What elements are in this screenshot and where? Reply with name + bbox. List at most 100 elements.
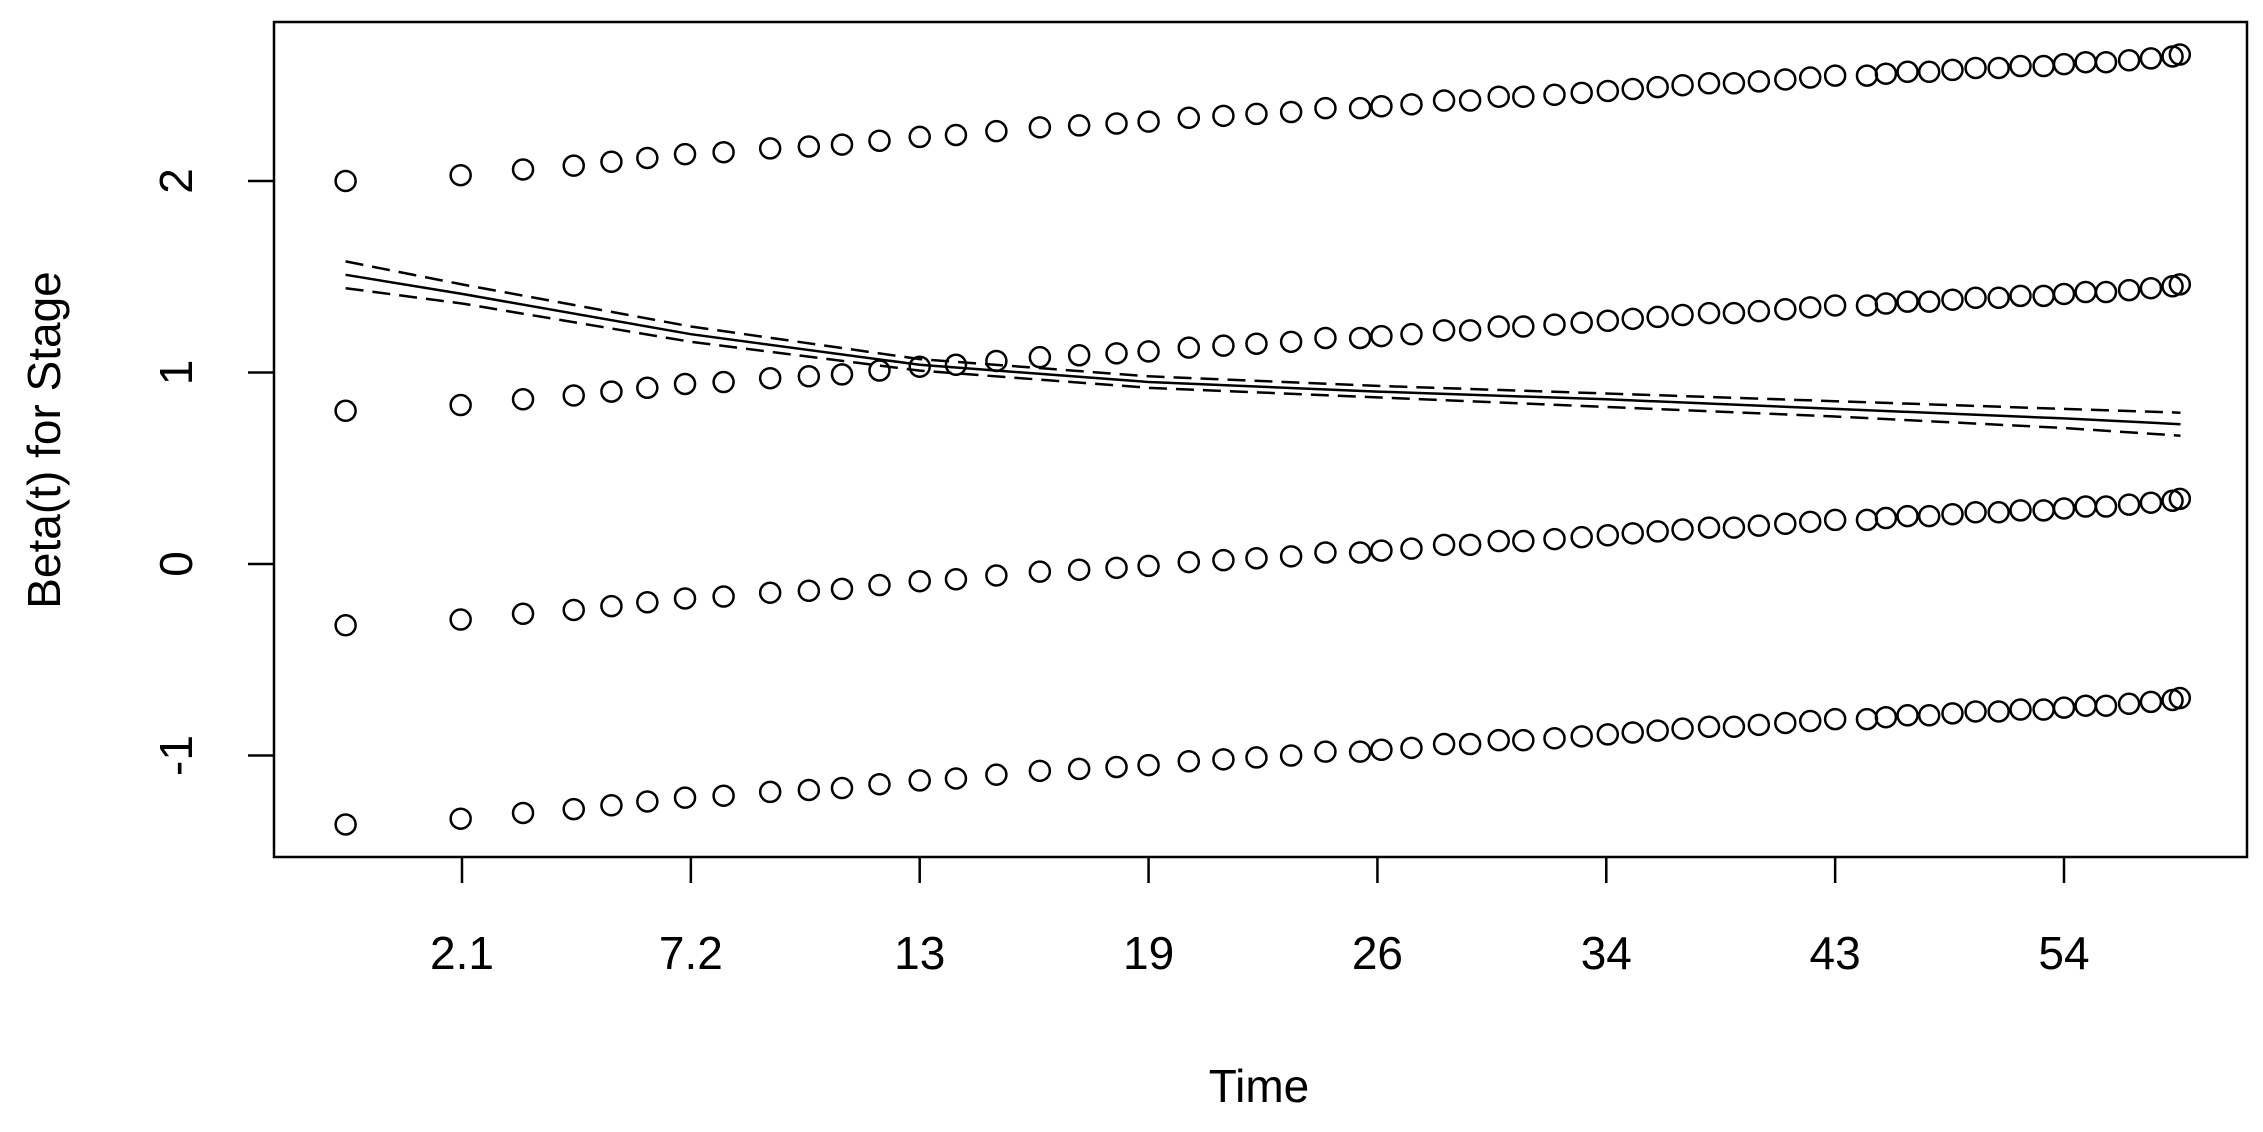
- point: [1279, 100, 1303, 124]
- point: [1028, 345, 1052, 369]
- point: [636, 790, 659, 813]
- point: [1855, 294, 1879, 317]
- point: [1105, 755, 1128, 779]
- point: [1896, 60, 1919, 84]
- point: [2032, 284, 2055, 308]
- point: [1917, 504, 1941, 528]
- point: [334, 399, 357, 423]
- point: [1458, 533, 1482, 557]
- point: [797, 135, 821, 158]
- point: [636, 591, 659, 614]
- point: [1370, 324, 1393, 348]
- point: [1671, 303, 1694, 327]
- point: [562, 384, 585, 407]
- point: [2139, 47, 2163, 70]
- x-axis-label: Time: [1209, 1060, 1310, 1112]
- point: [1177, 749, 1201, 773]
- point: [673, 786, 697, 809]
- point: [449, 807, 472, 830]
- point: [1400, 93, 1423, 116]
- point: [1212, 748, 1235, 771]
- point: [1823, 294, 1847, 317]
- point: [2168, 686, 2192, 710]
- point: [2009, 698, 2032, 721]
- point: [1245, 332, 1268, 355]
- point: [511, 388, 535, 411]
- point: [944, 353, 968, 377]
- point: [1646, 75, 1669, 99]
- point: [1543, 527, 1566, 551]
- point: [1028, 116, 1052, 139]
- point: [1543, 727, 1566, 750]
- point: [985, 349, 1008, 373]
- point: [1941, 702, 1964, 725]
- point: [511, 602, 535, 626]
- point: [1917, 60, 1941, 84]
- point: [1798, 66, 1822, 89]
- point: [1697, 715, 1721, 739]
- point: [1105, 342, 1128, 365]
- fit-line: [345, 273, 2181, 426]
- point: [1874, 292, 1898, 315]
- point: [562, 154, 585, 177]
- point: [1105, 112, 1128, 135]
- point: [636, 146, 659, 170]
- point: [511, 801, 535, 825]
- point: [712, 140, 735, 164]
- point: [2168, 487, 2192, 511]
- point: [1512, 529, 1535, 553]
- point: [1400, 322, 1423, 346]
- point: [2094, 50, 2118, 74]
- point: [1941, 288, 1964, 311]
- point: [2168, 43, 2192, 66]
- point: [1941, 502, 1964, 526]
- point: [1774, 512, 1797, 536]
- point: [673, 372, 697, 396]
- point: [2094, 495, 2118, 518]
- point: [1798, 296, 1822, 319]
- point: [1917, 704, 1941, 727]
- point: [868, 359, 891, 382]
- point: [1400, 537, 1423, 560]
- point: [1874, 506, 1898, 530]
- point: [1487, 85, 1510, 108]
- point: [1722, 301, 1746, 325]
- point: [1874, 62, 1898, 85]
- point: [449, 608, 472, 631]
- point: [1823, 508, 1847, 532]
- point: [830, 577, 854, 601]
- point: [1458, 319, 1482, 342]
- point: [1400, 736, 1423, 760]
- point: [1722, 715, 1746, 739]
- point: [1964, 56, 1987, 80]
- point: [334, 813, 357, 836]
- point: [1621, 522, 1644, 545]
- point: [985, 763, 1008, 786]
- point: [1964, 286, 1987, 310]
- point: [1212, 334, 1235, 357]
- point: [1314, 96, 1337, 120]
- point: [1774, 68, 1797, 91]
- point: [1137, 110, 1160, 133]
- point: [1543, 313, 1566, 336]
- x-tick-label: 13: [894, 927, 945, 979]
- x-tick-label: 7.2: [659, 927, 723, 979]
- point: [334, 614, 357, 637]
- point: [1432, 732, 1456, 756]
- point: [1348, 541, 1372, 564]
- point: [1722, 516, 1746, 539]
- point: [868, 772, 891, 796]
- x-tick-label: 34: [1581, 927, 1632, 979]
- point: [1370, 95, 1393, 118]
- point: [944, 767, 968, 790]
- point: [1067, 114, 1091, 137]
- point: [1543, 83, 1566, 107]
- point: [1279, 545, 1303, 568]
- point: [1747, 70, 1771, 93]
- point: [2009, 499, 2032, 522]
- point: [1432, 533, 1456, 557]
- point: [2032, 54, 2055, 78]
- point: [600, 380, 623, 403]
- point: [797, 365, 821, 388]
